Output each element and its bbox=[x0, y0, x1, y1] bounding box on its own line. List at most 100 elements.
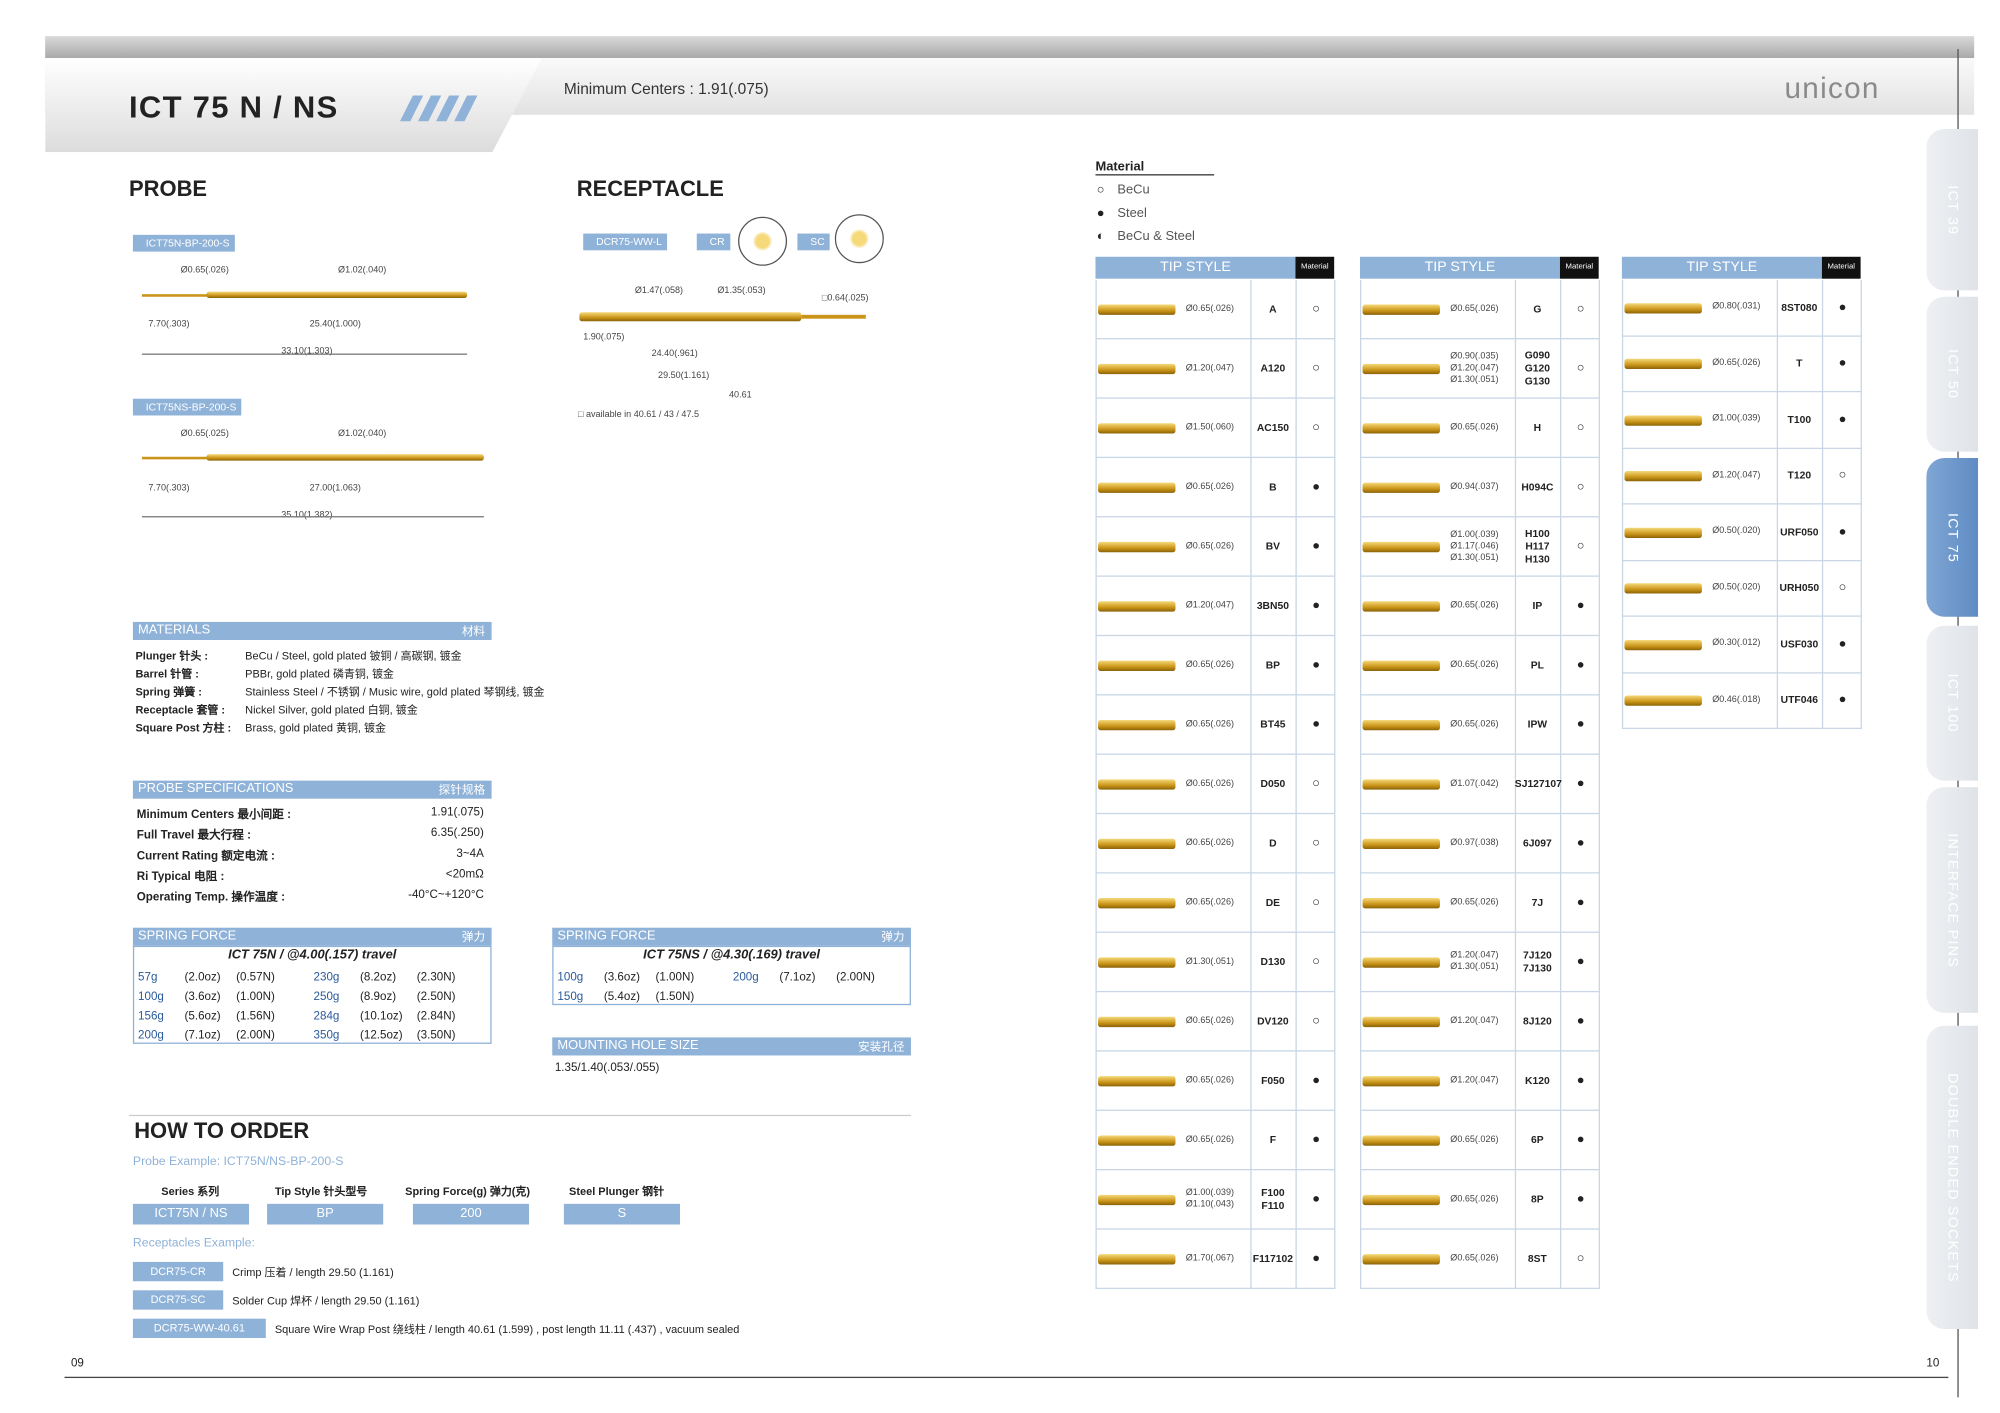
tip-row bbox=[1621, 672, 1862, 730]
tip-divider bbox=[1514, 1051, 1517, 1111]
spring-cell: 284g bbox=[313, 1009, 340, 1022]
dimension: Ø0.65(.025) bbox=[180, 429, 229, 439]
tip-material: ● bbox=[1312, 1192, 1320, 1207]
tip-divider bbox=[1559, 695, 1562, 755]
title-slashes bbox=[399, 95, 478, 122]
tip-divider bbox=[1514, 576, 1517, 637]
spring-cell: 350g bbox=[313, 1028, 340, 1042]
tip-image bbox=[1362, 838, 1440, 850]
tip-row bbox=[1095, 754, 1336, 815]
spring-cell: 57g bbox=[138, 970, 158, 984]
tip-dimension: Ø1.17(.046) bbox=[1450, 541, 1499, 551]
order-box: 200 bbox=[412, 1203, 530, 1225]
receptacle-body bbox=[579, 312, 802, 322]
tip-image bbox=[1362, 1076, 1440, 1087]
tip-row bbox=[1359, 814, 1600, 874]
spring-cell: (5.4oz) bbox=[603, 989, 641, 1003]
tip-code: 7J bbox=[1531, 896, 1544, 909]
tip-divider bbox=[1514, 992, 1517, 1052]
tip-dimension: Ø0.50(.020) bbox=[1712, 582, 1761, 592]
tip-image bbox=[1624, 359, 1702, 370]
tip-divider bbox=[1559, 992, 1562, 1052]
tip-divider bbox=[1295, 814, 1297, 874]
tip-row bbox=[1095, 1110, 1336, 1171]
tip-divider bbox=[1821, 672, 1824, 730]
specs-title-cn: 探针规格 bbox=[438, 783, 486, 797]
side-tab: DOUBLE ENDED SOCKETS bbox=[1926, 1025, 1979, 1330]
tip-divider bbox=[1250, 932, 1252, 993]
spring-title-cn: 弹力 bbox=[881, 930, 905, 944]
tip-divider bbox=[1295, 1051, 1297, 1111]
tip-code: 6J097 bbox=[1523, 837, 1552, 850]
tip-row bbox=[1359, 695, 1600, 755]
tip-image bbox=[1098, 482, 1176, 493]
tip-dimension: Ø0.80(.031) bbox=[1712, 302, 1761, 312]
tip-material: ○ bbox=[1312, 895, 1320, 910]
tip-code: BV bbox=[1265, 540, 1281, 553]
tip-code: BT45 bbox=[1260, 718, 1286, 731]
tip-dimension: Ø1.50(.060) bbox=[1185, 422, 1234, 432]
tip-code: H bbox=[1533, 421, 1542, 434]
tip-dimension: Ø1.30(.051) bbox=[1450, 552, 1499, 562]
tip-row bbox=[1095, 398, 1336, 459]
tip-material: ○ bbox=[1576, 361, 1585, 376]
tip-material: ○ bbox=[1576, 301, 1585, 317]
tab-label: ICT 39 bbox=[1944, 184, 1960, 235]
tip-divider bbox=[1295, 458, 1297, 518]
tip-image bbox=[1098, 957, 1176, 968]
tip-dimension: Ø1.07(.042) bbox=[1450, 778, 1499, 788]
tip-image bbox=[1098, 838, 1176, 850]
tip-dimension: Ø1.30(.051) bbox=[1185, 956, 1234, 966]
title-box bbox=[45, 58, 542, 153]
material-header: Material bbox=[1295, 256, 1335, 279]
tip-code: SJ127107 bbox=[1514, 778, 1562, 790]
dimension: □0.64(.025) bbox=[821, 294, 869, 304]
tip-material: ● bbox=[1576, 1014, 1585, 1029]
tip-image bbox=[1362, 541, 1440, 553]
tip-material: ○ bbox=[1312, 1014, 1320, 1029]
tip-material: ● bbox=[1576, 1073, 1585, 1088]
tip-dimension: Ø0.65(.026) bbox=[1450, 600, 1499, 610]
tip-code: T120 bbox=[1787, 469, 1812, 482]
tip-divider bbox=[1821, 504, 1824, 561]
tip-divider bbox=[1295, 339, 1297, 399]
material-header: Material bbox=[1559, 256, 1599, 279]
tip-code: G130 bbox=[1524, 375, 1551, 388]
spec-label: Ri Typical 电阻 : bbox=[136, 869, 225, 883]
tip-header: TIP STYLE bbox=[1095, 256, 1296, 279]
tip-material: ● bbox=[1312, 479, 1320, 495]
tip-image bbox=[1624, 415, 1702, 426]
spring-frame bbox=[552, 945, 911, 1006]
tip-image bbox=[1098, 898, 1176, 909]
probe-tip bbox=[141, 294, 210, 297]
tip-code: 8ST080 bbox=[1781, 301, 1818, 314]
spring-cell: 150g bbox=[557, 989, 584, 1003]
tip-image bbox=[1098, 1016, 1176, 1028]
tip-material: ● bbox=[1312, 717, 1320, 732]
tip-divider bbox=[1514, 1229, 1517, 1290]
tip-material: ○ bbox=[1312, 301, 1320, 317]
tip-material: ● bbox=[1576, 717, 1585, 732]
tip-dimension: Ø1.20(.047) bbox=[1712, 470, 1761, 480]
tip-image bbox=[1362, 898, 1440, 909]
tip-material: ● bbox=[1838, 524, 1847, 540]
receptacle-desc: Crimp 压着 / length 29.50 (1.161) bbox=[232, 1265, 394, 1279]
tip-image bbox=[1624, 695, 1702, 707]
tip-divider bbox=[1250, 398, 1252, 459]
tip-material: ● bbox=[1312, 598, 1320, 613]
material-header: Material bbox=[1821, 256, 1861, 279]
order-column-head: Steel Plunger 钢针 bbox=[569, 1184, 665, 1198]
tip-divider bbox=[1559, 1110, 1562, 1171]
part-label: ICT75NS-BP-200-S bbox=[132, 398, 242, 416]
legend-text: Steel bbox=[1117, 206, 1147, 221]
tip-dimension: Ø0.65(.026) bbox=[1185, 778, 1234, 788]
spring-cell: (3.6oz) bbox=[184, 989, 221, 1003]
tip-code: 8P bbox=[1531, 1193, 1544, 1206]
tip-code: IP bbox=[1532, 599, 1543, 612]
order-rule bbox=[129, 1114, 911, 1117]
tip-divider bbox=[1821, 336, 1824, 393]
tip-divider bbox=[1514, 1110, 1517, 1171]
tip-image bbox=[1362, 363, 1440, 375]
tip-row bbox=[1359, 517, 1600, 577]
tip-divider bbox=[1250, 636, 1252, 696]
